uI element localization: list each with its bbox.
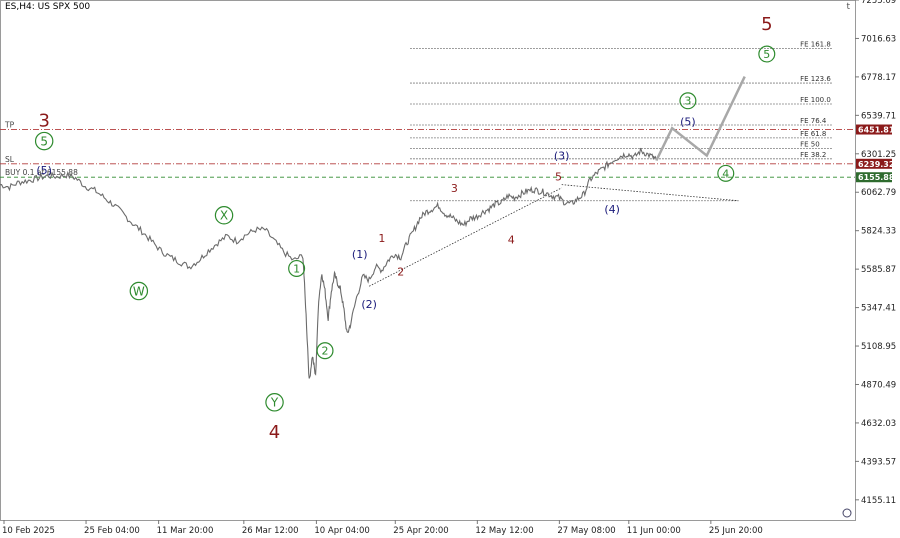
x-tick-label: 27 May 08:00: [557, 526, 615, 536]
trend-line: [369, 187, 562, 287]
wave-label: 4: [269, 422, 280, 443]
wave-label: 5: [761, 14, 772, 35]
trade-level-label: SL: [5, 155, 15, 164]
y-tick-label: 4393.57: [861, 457, 896, 467]
wave-label: (1): [352, 248, 368, 261]
fibo-level-label: FE 38.2: [800, 151, 826, 159]
x-tick-label: 10 Feb 2025: [2, 526, 55, 536]
wave-label: (5): [36, 164, 52, 177]
x-tick-label: 25 Feb 04:00: [84, 526, 140, 536]
price-badge-label: 6451.81: [858, 126, 895, 135]
y-tick-label: 6778.17: [861, 73, 896, 83]
y-tick-label: 4870.49: [861, 380, 896, 390]
x-tick-label: 10 Apr 04:00: [314, 526, 369, 536]
wave-label: 4: [508, 233, 515, 246]
chart-symbol-header: ES,H4: US SPX 500: [5, 2, 91, 12]
wave-label: (4): [604, 203, 620, 216]
trading-tool-icon[interactable]: t: [846, 2, 850, 12]
x-tick-label: 25 Jun 20:00: [709, 526, 763, 536]
y-tick-label: 4632.03: [861, 419, 896, 429]
y-tick-label: 6301.25: [861, 150, 896, 160]
wave-label: W: [133, 284, 145, 298]
wave-label: 3: [684, 95, 691, 108]
x-tick-label: 26 Mar 12:00: [242, 526, 299, 536]
wave-label: 3: [451, 182, 458, 195]
x-tick-label: 11 Mar 20:00: [157, 526, 214, 536]
wave-label: 5: [555, 171, 562, 184]
fibo-level-label: FE 61.8: [800, 130, 826, 138]
y-tick-label: 7255.09: [861, 0, 896, 6]
trade-level-label: TP: [4, 121, 15, 130]
price-badge: [856, 158, 892, 169]
wave-label-circle: [758, 45, 776, 63]
y-tick-label: 7016.63: [861, 34, 896, 44]
wave-label-circle: [34, 131, 54, 151]
wave-label: 5: [763, 48, 770, 61]
wave-label-circle: [214, 206, 234, 225]
y-tick-label: 5108.95: [861, 342, 896, 352]
wave-label: 1: [378, 232, 385, 245]
fibo-level-label: FE 100.0: [800, 96, 831, 104]
channel-line: [561, 184, 739, 202]
wave-label-circle: [129, 281, 149, 301]
wave-label-circle: [288, 259, 306, 277]
y-tick-label: 6539.71: [861, 111, 896, 121]
plot-frame: [0, 0, 856, 521]
y-tick-label: 5347.41: [861, 304, 896, 314]
price-badge-label: 6155.88: [858, 173, 895, 182]
x-tick-label: 12 May 12:00: [475, 526, 533, 536]
fibo-level-label: FE 161.8: [800, 40, 831, 48]
price-series-line: [0, 147, 657, 379]
wave-label-circle: [679, 92, 697, 110]
price-badge: [856, 172, 892, 183]
y-tick-label: 4155.11: [861, 496, 896, 506]
wave-label: X: [220, 209, 228, 223]
wave-label: (3): [554, 150, 570, 163]
chart-info-icon[interactable]: [842, 508, 852, 518]
forecast-path: [655, 76, 746, 161]
wave-label: Y: [270, 396, 279, 410]
wave-label: 4: [722, 167, 729, 180]
wave-label: (2): [361, 298, 377, 311]
x-tick-label: 25 Apr 20:00: [393, 526, 448, 536]
wave-label: 3: [38, 111, 49, 132]
y-tick-label: 6062.79: [861, 188, 896, 198]
fibo-level-label: FE 76.4: [800, 117, 827, 125]
x-tick-label: 11 Jun 00:00: [627, 526, 681, 536]
wave-label-circle: [316, 342, 334, 360]
wave-label: 2: [397, 266, 404, 279]
trade-level-label: BUY 0.1 at 6155.88: [5, 168, 78, 177]
y-tick-label: 5824.33: [861, 227, 896, 237]
fibo-level-label: FE 123.6: [800, 75, 831, 83]
wave-label: 1: [293, 262, 300, 275]
fibo-level-label: FE 50: [800, 140, 820, 148]
price-badge: [856, 124, 892, 135]
wave-label: 5: [40, 134, 48, 148]
y-tick-label: 5585.87: [861, 265, 896, 275]
wave-label: (5): [680, 116, 696, 129]
wave-label: 2: [322, 345, 329, 358]
wave-label-circle: [265, 393, 284, 412]
price-badge-label: 6239.32: [858, 160, 894, 169]
wave-label-circle: [717, 164, 735, 182]
